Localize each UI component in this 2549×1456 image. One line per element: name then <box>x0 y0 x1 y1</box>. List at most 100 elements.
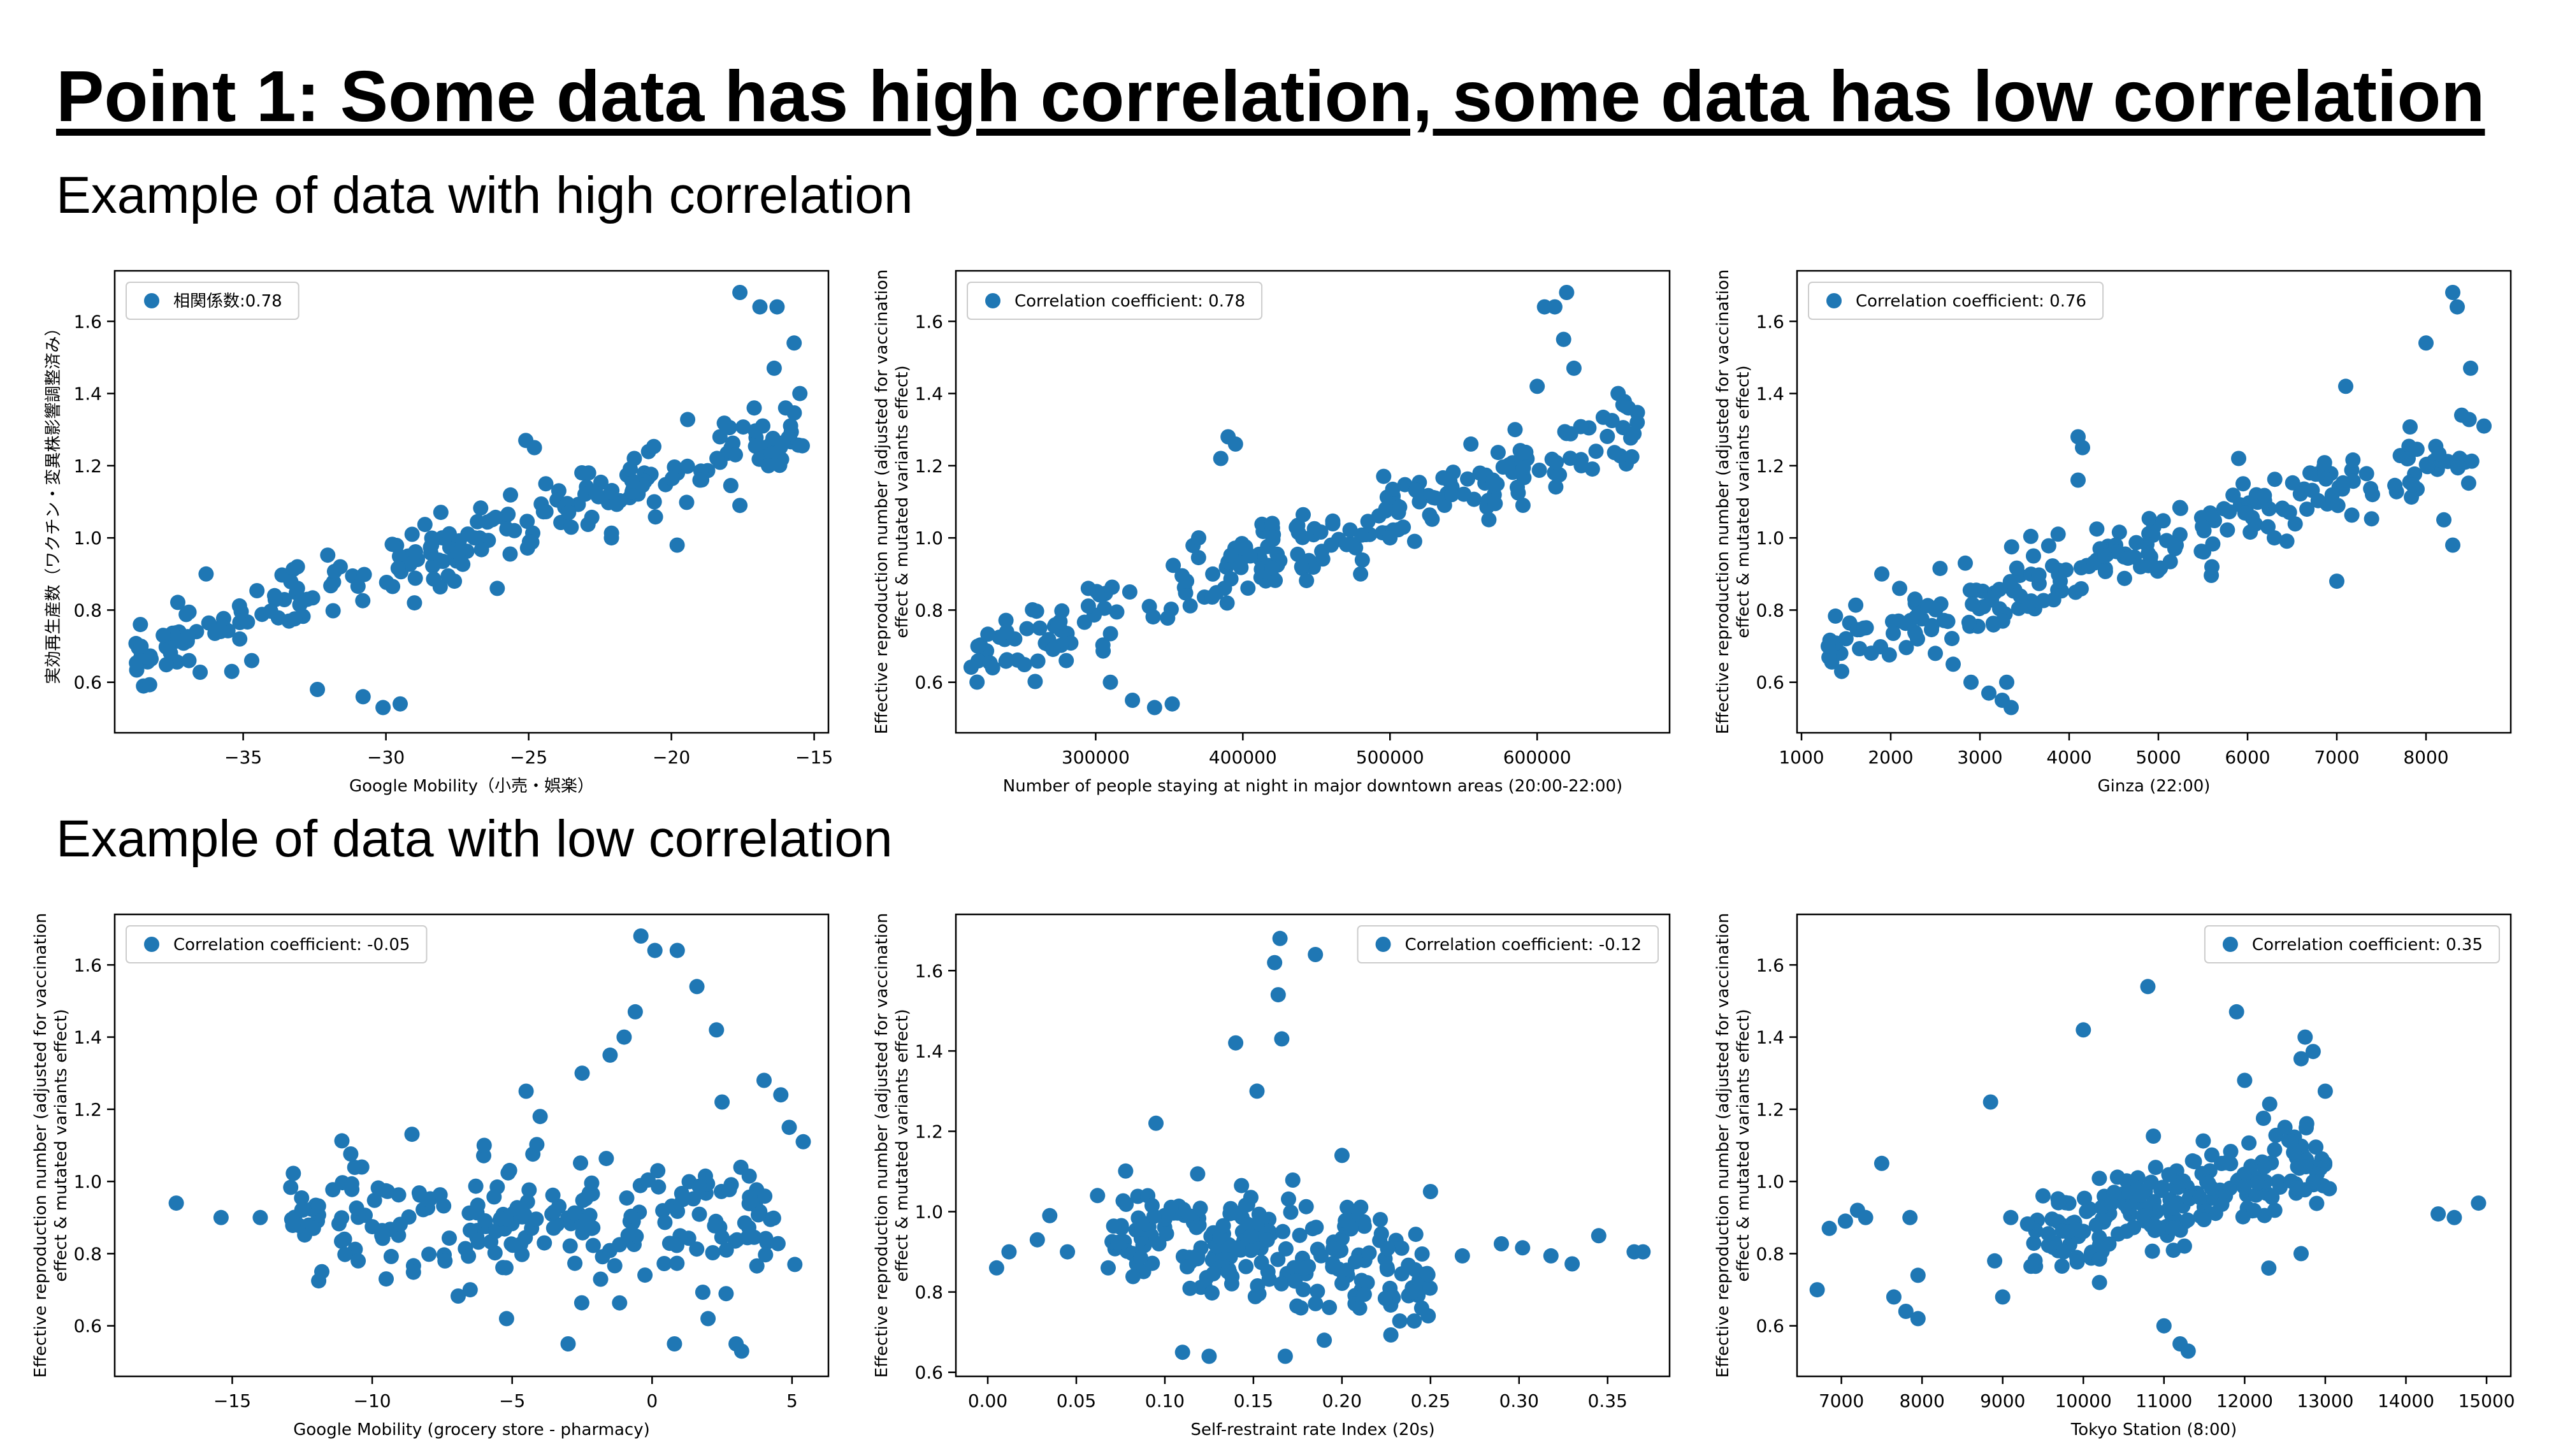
data-point <box>646 438 661 454</box>
data-point <box>2176 1173 2192 1189</box>
data-point <box>1837 1213 1853 1229</box>
data-point <box>2405 477 2421 493</box>
data-point <box>2195 519 2211 535</box>
y-tick-label: 1.6 <box>1756 955 1784 976</box>
y-tick-label: 1.0 <box>914 528 943 549</box>
x-tick-label: 600000 <box>1503 747 1571 768</box>
data-point <box>988 1260 1004 1276</box>
data-point <box>2261 1260 2277 1276</box>
data-point <box>1182 1280 1198 1296</box>
data-point <box>1548 479 1564 495</box>
data-point <box>1182 598 1198 614</box>
x-tick-label: −25 <box>510 747 547 768</box>
data-point <box>1944 631 1960 647</box>
data-point <box>2046 592 2062 608</box>
data-point <box>2297 1029 2313 1045</box>
data-point <box>747 423 763 439</box>
data-point <box>669 537 685 553</box>
plot-frame <box>113 270 830 734</box>
data-point <box>1494 1236 1509 1251</box>
data-point <box>498 1311 514 1327</box>
data-point <box>562 1238 578 1254</box>
data-point <box>695 1285 711 1300</box>
data-point <box>2464 453 2480 469</box>
legend-marker <box>1826 293 1842 308</box>
data-point <box>1275 1223 1290 1239</box>
data-point <box>650 1163 666 1179</box>
data-point <box>603 530 619 546</box>
y-tick-label: 1.4 <box>73 1027 102 1048</box>
y-axis-label: 実効再生産数（ワクチン・変異株影響調整済み） <box>44 319 63 684</box>
y-tick-label: 1.0 <box>1756 1171 1784 1192</box>
data-point <box>2060 1224 2076 1240</box>
data-point <box>1564 1256 1580 1272</box>
data-point <box>655 1203 671 1218</box>
data-point <box>669 1255 685 1271</box>
y-tick-label: 0.6 <box>914 1362 943 1383</box>
data-point <box>1383 1327 1399 1343</box>
data-point <box>2031 567 2047 583</box>
data-point <box>2200 1176 2216 1191</box>
data-point <box>1230 1240 1246 1255</box>
data-point <box>2306 1174 2321 1190</box>
data-point <box>332 559 348 575</box>
data-point <box>2146 1128 2162 1144</box>
data-point <box>2322 1181 2337 1197</box>
data-point <box>1406 1313 1422 1329</box>
legend-marker <box>144 937 159 952</box>
data-point <box>437 1253 453 1269</box>
x-tick-label: 9000 <box>1980 1390 2025 1411</box>
data-point <box>2345 452 2361 468</box>
data-point <box>1852 641 1868 656</box>
data-point <box>759 1234 775 1250</box>
data-point <box>1201 1348 1217 1364</box>
y-tick-label: 1.4 <box>1756 1027 1784 1048</box>
data-point <box>1278 1241 1294 1257</box>
data-point <box>969 674 985 690</box>
data-point <box>421 1246 437 1262</box>
data-point <box>405 1264 421 1280</box>
data-point <box>1274 1031 1290 1047</box>
data-point <box>1287 1273 1303 1289</box>
data-point <box>626 450 642 466</box>
data-point <box>2257 487 2272 503</box>
data-point <box>2179 1212 2195 1228</box>
data-point <box>1090 1188 1106 1204</box>
data-point <box>1308 1295 1324 1311</box>
data-point <box>2223 1144 2239 1160</box>
data-point <box>433 505 449 521</box>
y-tick-label: 1.4 <box>73 384 102 405</box>
data-point <box>1563 426 1578 442</box>
data-point <box>244 652 259 668</box>
legend: 相関係数:0.78 <box>126 282 300 320</box>
data-point <box>732 285 748 300</box>
data-point <box>584 1220 600 1236</box>
data-point <box>598 1151 614 1167</box>
data-point <box>2299 501 2315 517</box>
data-point <box>1924 622 1939 638</box>
data-point <box>2249 1175 2265 1191</box>
data-point <box>2302 465 2318 481</box>
data-point <box>1045 642 1061 658</box>
data-point <box>1223 571 1239 587</box>
data-point <box>463 1222 478 1238</box>
data-point <box>1515 498 1531 513</box>
data-point <box>1591 1228 1607 1244</box>
data-point <box>2476 418 2492 434</box>
data-point <box>2317 1083 2333 1099</box>
x-tick-label: 0.25 <box>1411 1390 1450 1411</box>
x-axis-label: Google Mobility (grocery store - pharmac… <box>293 1420 650 1439</box>
data-point <box>546 1204 562 1220</box>
data-point <box>350 1253 366 1269</box>
data-point <box>1490 445 1506 461</box>
chart-grocery-mobility: −15 −10 −5 0 5 0.6 0.8 1.0 1.2 1.4 1.6 Google Mobil… <box>31 913 830 1439</box>
x-tick-label: 8000 <box>1900 1390 1945 1411</box>
y-tick-label: 1.6 <box>73 955 102 976</box>
data-point <box>2026 1236 2042 1251</box>
data-point <box>168 1195 184 1211</box>
data-point <box>1080 580 1096 596</box>
x-tick-label: 8000 <box>2403 747 2448 768</box>
data-point <box>1424 511 1440 527</box>
data-point <box>2205 536 2221 552</box>
data-point <box>2216 501 2232 517</box>
